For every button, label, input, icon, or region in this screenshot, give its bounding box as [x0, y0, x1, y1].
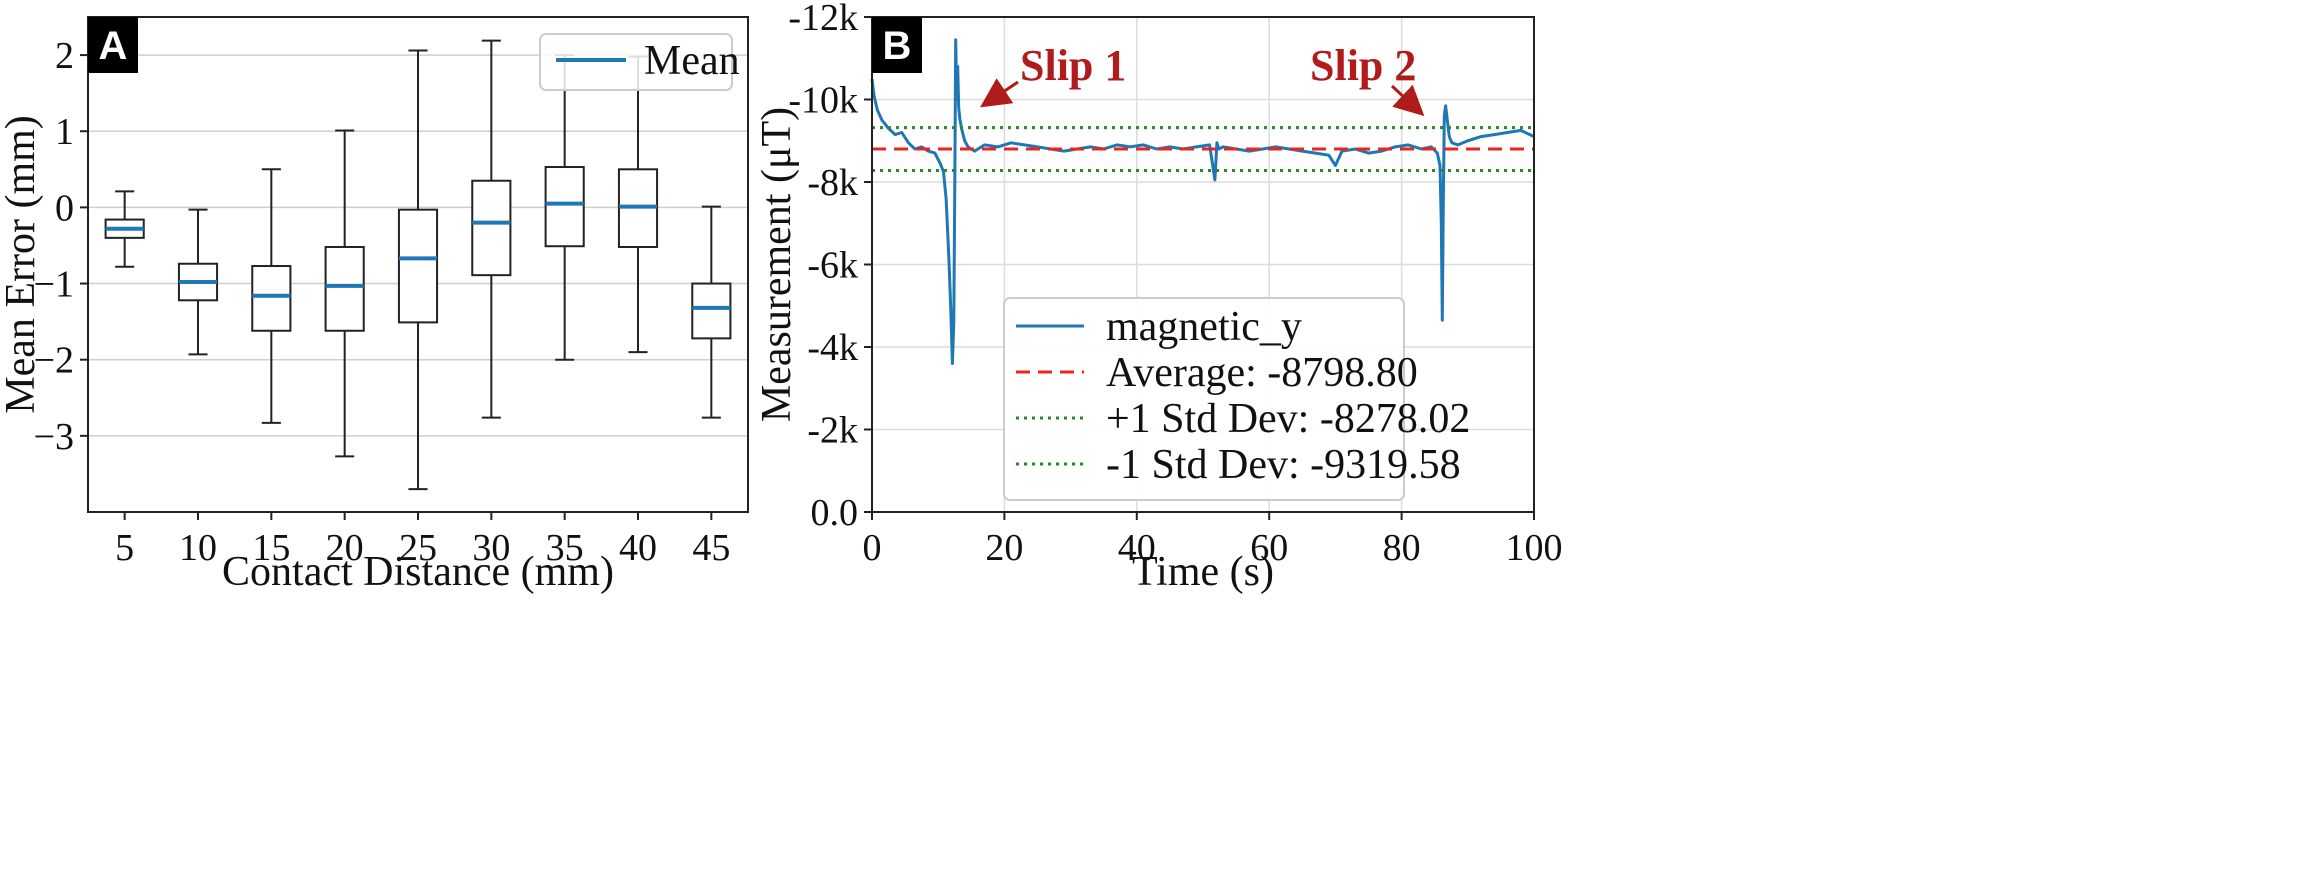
x-tick-label: 25 [399, 527, 437, 569]
box-10mm [177, 208, 219, 356]
panel-b-y-axis-label: Measurement (μT) [754, 107, 800, 422]
legend-label-3: -1 Std Dev: -9319.58 [1106, 442, 1461, 488]
y-tick-label: -2k [807, 410, 858, 452]
panel-b-letter-badge [872, 17, 922, 73]
legend-label-mean: Mean [644, 38, 740, 84]
box-iqr [324, 245, 365, 332]
y-tick-label: -6k [807, 245, 858, 287]
panel-b-x-axis-label: Time (s) [1132, 549, 1274, 595]
panel-a-boxes [104, 39, 732, 491]
legend-label-2: +1 Std Dev: -8278.02 [1106, 396, 1470, 442]
x-tick-label: 30 [472, 527, 510, 569]
x-tick-label: 80 [1383, 527, 1421, 569]
y-tick-label: 0.0 [811, 492, 859, 534]
x-tick-label: 100 [1506, 527, 1563, 569]
y-tick-label: 2 [55, 35, 74, 77]
y-tick-label: 1 [55, 111, 74, 153]
x-tick-label: 60 [1250, 527, 1288, 569]
x-tick-label: 45 [692, 527, 730, 569]
box-iqr [471, 179, 512, 277]
y-tick-label: -8k [807, 162, 858, 204]
panel-b-y-ticks: 0.0 -2k -4k -6k -8k -10k -12k [788, 0, 872, 534]
panel-a-y-axis-label: Mean Error (mm) [0, 115, 44, 414]
y-tick-label: 0 [55, 187, 74, 229]
panel-b-line-chart: 0.0 -2k -4k -6k -8k -10k -12k 0 20 40 60 80 100 Tim… [754, 0, 1563, 595]
annotation-slip-1: Slip 1 [1020, 41, 1126, 90]
panel-a-x-axis-label: Contact Distance (mm) [222, 549, 614, 595]
box-20mm [324, 129, 365, 458]
panel-b-letter: B [883, 24, 912, 68]
legend-label-0: magnetic_y [1106, 304, 1302, 350]
x-tick-label: 35 [546, 527, 584, 569]
panel-b-series [870, 38, 1535, 365]
panel-a-legend-box [539, 33, 733, 91]
box-30mm [471, 39, 512, 419]
annotation-arrow-2 [1390, 84, 1425, 117]
panel-a-box-plot: 210−1−2−3 5 10 15 20 25 30 35 40 45 Contact Dist… [0, 16, 749, 595]
annotation-slip-2: Slip 2 [1310, 41, 1416, 90]
panel-a-letter-badge [88, 17, 138, 73]
x-tick-label: 20 [326, 527, 364, 569]
x-tick-label: 0 [863, 527, 882, 569]
box-45mm [691, 205, 732, 419]
panel-a-legend: Mean [539, 33, 740, 91]
y-tick-label: -10k [788, 80, 858, 122]
box-15mm [251, 168, 292, 424]
x-tick-label: 40 [1118, 527, 1156, 569]
box-iqr [397, 208, 439, 324]
box-5mm [104, 190, 145, 268]
box-iqr [544, 166, 585, 248]
y-tick-label: -12k [788, 0, 858, 39]
panel-b-legend-box [1003, 297, 1405, 501]
x-tick-label: 15 [252, 527, 290, 569]
box-iqr [251, 265, 292, 332]
x-tick-label: 10 [179, 527, 217, 569]
box-iqr [691, 282, 732, 340]
series-line-magnetic-y [870, 38, 1535, 365]
panel-a-y-ticks: 2 1 0 −1 −2 −3 [34, 35, 88, 458]
panel-a-x-ticks: 5 10 15 20 25 30 35 40 45 [115, 512, 730, 569]
y-tick-label: −3 [34, 416, 74, 458]
box-35mm [544, 54, 585, 361]
x-tick-label: 20 [985, 527, 1023, 569]
panel-b-annotations: Slip 1 Slip 2 [980, 41, 1425, 117]
box-40mm [617, 55, 659, 354]
box-25mm [397, 49, 439, 491]
x-tick-label: 40 [619, 527, 657, 569]
y-tick-label: −1 [34, 264, 74, 306]
panel-a-letter: A [99, 24, 128, 68]
y-tick-label: -4k [807, 327, 858, 369]
legend-label-1: Average: -8798.80 [1106, 350, 1418, 396]
x-tick-label: 5 [115, 527, 134, 569]
y-tick-label: −2 [34, 340, 74, 382]
annotation-arrow-1 [980, 78, 1019, 108]
panel-b-x-ticks: 0 20 40 60 80 100 [863, 512, 1563, 569]
